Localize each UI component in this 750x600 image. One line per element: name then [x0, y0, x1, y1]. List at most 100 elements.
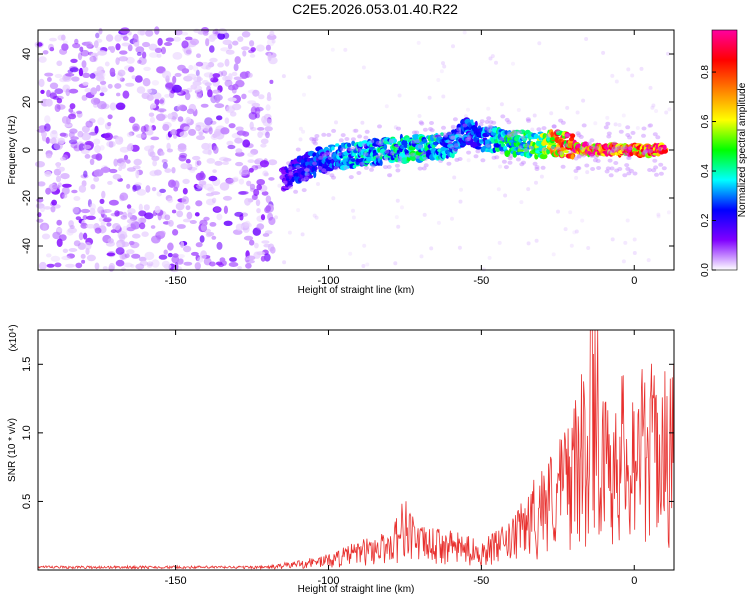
signal-cell: [539, 153, 548, 160]
x-tick-label: -100: [317, 575, 339, 587]
colorbar-gradient: [711, 29, 738, 271]
x-tick-label: 0: [631, 275, 637, 287]
noise-cell: [177, 258, 184, 264]
halo-cell: [526, 118, 532, 123]
halo-cell: [369, 167, 374, 172]
noise-cell: [216, 115, 223, 121]
noise-cell: [122, 90, 130, 99]
noise-cell: [109, 67, 116, 76]
noise-cell: [450, 216, 454, 221]
noise-cell: [250, 148, 259, 155]
halo-cell: [641, 133, 646, 138]
noise-cell: [126, 204, 132, 209]
halo-cell: [384, 149, 390, 154]
noise-cell: [186, 211, 193, 220]
noise-cell: [175, 202, 185, 211]
halo-cell: [432, 134, 438, 139]
noise-cell: [265, 195, 272, 204]
noise-cell: [439, 69, 444, 74]
noise-cell: [172, 52, 183, 60]
noise-cell: [94, 262, 100, 270]
noise-cell: [167, 252, 173, 258]
noise-cell: [215, 261, 223, 266]
noise-cell: [267, 52, 272, 62]
noise-cell: [224, 79, 233, 87]
noise-cell: [213, 207, 222, 212]
halo-cell: [560, 164, 566, 169]
spectrogram-x-ticks: -150 -100 -50 0: [165, 30, 637, 287]
noise-cell: [75, 262, 83, 269]
noise-cell: [205, 38, 210, 47]
noise-cell: [80, 49, 90, 57]
noise-cell: [182, 245, 192, 253]
noise-cell: [243, 235, 254, 241]
noise-cell: [112, 173, 122, 180]
noise-cell: [125, 56, 135, 64]
signal-cell: [304, 167, 309, 172]
noise-cell: [62, 193, 68, 199]
noise-cell: [235, 161, 244, 167]
signal-cell: [662, 144, 667, 150]
noise-cell: [37, 181, 46, 187]
noise-cell: [198, 131, 204, 136]
noise-cell: [171, 84, 182, 93]
halo-cell: [295, 165, 301, 170]
halo-cell: [312, 141, 318, 146]
halo-cell: [541, 126, 547, 131]
noise-cell: [84, 154, 91, 159]
noise-cell: [81, 132, 91, 141]
noise-cell: [202, 124, 211, 132]
noise-cell: [639, 66, 644, 71]
halo-cell: [519, 162, 525, 167]
halo-cell: [394, 163, 400, 168]
noise-cell: [102, 218, 112, 223]
halo-cell: [485, 143, 491, 148]
halo-cell: [329, 173, 335, 178]
halo-cell: [484, 119, 490, 124]
noise-cell: [266, 34, 277, 41]
noise-cell: [126, 183, 131, 189]
noise-cell: [486, 106, 491, 111]
noise-cell: [617, 123, 622, 127]
signal-cell: [441, 153, 447, 159]
noise-cell: [245, 262, 252, 269]
halo-cell: [613, 161, 619, 165]
halo-cell: [450, 135, 456, 140]
halo-cell: [611, 141, 617, 146]
noise-cell: [229, 257, 237, 262]
noise-cell: [133, 125, 139, 131]
noise-cell: [169, 90, 175, 99]
noise-cell: [393, 261, 398, 266]
noise-cell: [154, 47, 162, 53]
noise-cell: [519, 200, 524, 205]
noise-cell: [156, 113, 166, 122]
noise-cell: [186, 73, 197, 80]
halo-cell: [304, 168, 310, 173]
noise-cell: [252, 89, 260, 97]
noise-cell: [298, 137, 303, 142]
noise-cell: [68, 88, 79, 94]
noise-cell: [49, 82, 59, 90]
noise-cell: [217, 28, 227, 35]
noise-cell: [196, 135, 205, 141]
halo-cell: [411, 139, 417, 144]
noise-cell: [193, 85, 203, 92]
noise-cell: [108, 199, 119, 206]
noise-cell: [232, 40, 239, 46]
noise-cell: [146, 263, 153, 268]
noise-cell: [220, 127, 230, 135]
signal-cell: [559, 150, 565, 158]
noise-cell: [51, 130, 58, 135]
noise-cell: [196, 160, 202, 166]
halo-cell: [523, 147, 529, 152]
noise-cell: [274, 215, 278, 220]
noise-cell: [466, 158, 471, 163]
halo-cell: [422, 127, 428, 132]
noise-cell: [138, 256, 147, 262]
halo-cell: [515, 157, 521, 162]
noise-cell: [68, 248, 78, 252]
signal-cell: [570, 154, 575, 160]
halo-cell: [509, 133, 515, 138]
noise-cell: [605, 115, 610, 120]
noise-cell: [459, 187, 463, 192]
